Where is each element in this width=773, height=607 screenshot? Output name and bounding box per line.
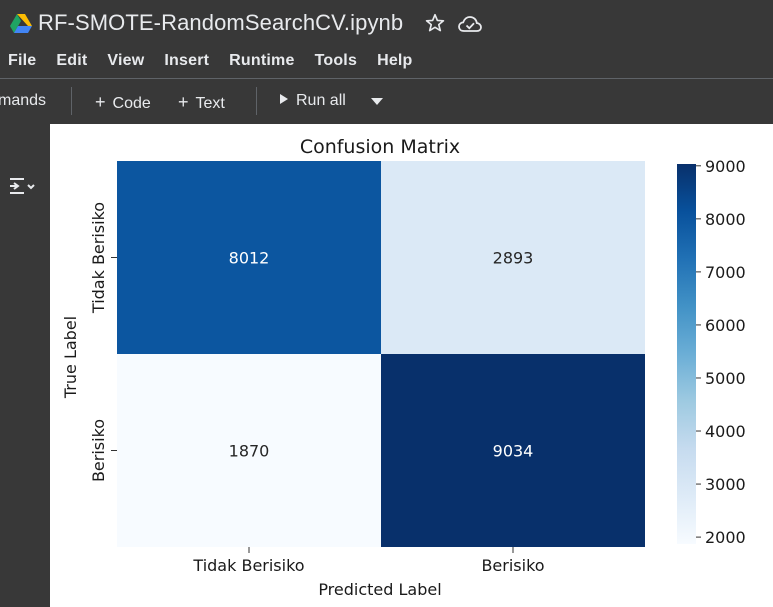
- y-axis-label: True Label: [61, 316, 80, 399]
- plus-icon: +: [95, 92, 106, 112]
- colorbar-tick-label: 2000: [705, 528, 746, 547]
- heatmap-cell: [117, 354, 381, 547]
- menu-bar: File Edit View Insert Runtime Tools Help: [0, 46, 773, 76]
- menubar-divider: [0, 78, 773, 79]
- confusion-matrix-chart: Confusion Matrix 8012 2893 1870 9034 Tidak …: [61, 136, 746, 599]
- play-icon: [280, 94, 288, 104]
- plus-icon: +: [178, 92, 189, 112]
- colorbar-tick-label: 3000: [705, 475, 746, 494]
- run-all-button[interactable]: Run all: [280, 92, 346, 110]
- x-tick-label: Berisiko: [481, 556, 544, 575]
- google-drive-icon[interactable]: [10, 14, 32, 34]
- run-all-label: Run all: [296, 92, 346, 109]
- y-tick-label: Berisiko: [89, 419, 108, 482]
- menu-insert[interactable]: Insert: [164, 52, 210, 69]
- colorbar-tick-label: 4000: [705, 422, 746, 441]
- toolbar-divider: [256, 87, 257, 115]
- menu-edit[interactable]: Edit: [56, 52, 88, 69]
- cell-value-label: 2893: [493, 249, 534, 268]
- cell-value-label: 9034: [493, 442, 534, 461]
- toolbar-divider: [71, 87, 72, 115]
- menu-help[interactable]: Help: [377, 52, 413, 69]
- colorbar: [677, 164, 696, 544]
- commands-button[interactable]: mands: [0, 92, 47, 109]
- add-code-label: Code: [112, 95, 151, 112]
- colorbar-tick-label: 6000: [705, 316, 746, 335]
- y-tick-label: Tidak Berisiko: [89, 202, 108, 314]
- colorbar-tick-label: 5000: [705, 369, 746, 388]
- menu-tools[interactable]: Tools: [314, 52, 358, 69]
- chart-title: Confusion Matrix: [300, 136, 460, 158]
- left-rail: [0, 124, 50, 607]
- cell-value-label: 1870: [229, 442, 270, 461]
- cell-value-label: 8012: [229, 249, 270, 268]
- add-text-label: Text: [195, 95, 225, 112]
- heatmap-cell: [117, 161, 381, 354]
- heatmap-cell: [381, 354, 645, 547]
- output-actions-icon[interactable]: [8, 176, 36, 196]
- colorbar-tick-label: 7000: [705, 263, 746, 282]
- menu-view[interactable]: View: [107, 52, 145, 69]
- x-axis-label: Predicted Label: [318, 580, 441, 599]
- menu-file[interactable]: File: [8, 52, 37, 69]
- cloud-saved-icon[interactable]: [457, 14, 483, 34]
- title-bar: RF-SMOTE-RandomSearchCV.ipynb: [0, 0, 773, 46]
- cell-output: Confusion Matrix 8012 2893 1870 9034 Tidak …: [50, 124, 773, 607]
- run-options-dropdown-icon[interactable]: [371, 98, 383, 105]
- heatmap-cell: [381, 161, 645, 354]
- x-tick-label: Tidak Berisiko: [192, 556, 304, 575]
- add-text-button[interactable]: + Text: [178, 92, 225, 113]
- add-code-button[interactable]: + Code: [95, 92, 151, 113]
- colorbar-tick-label: 9000: [705, 157, 746, 176]
- notebook-title[interactable]: RF-SMOTE-RandomSearchCV.ipynb: [38, 10, 404, 35]
- colorbar-tick-label: 8000: [705, 210, 746, 229]
- star-icon[interactable]: [424, 12, 446, 34]
- toolbar: mands + Code + Text Run all: [0, 79, 773, 123]
- menu-runtime[interactable]: Runtime: [229, 52, 295, 69]
